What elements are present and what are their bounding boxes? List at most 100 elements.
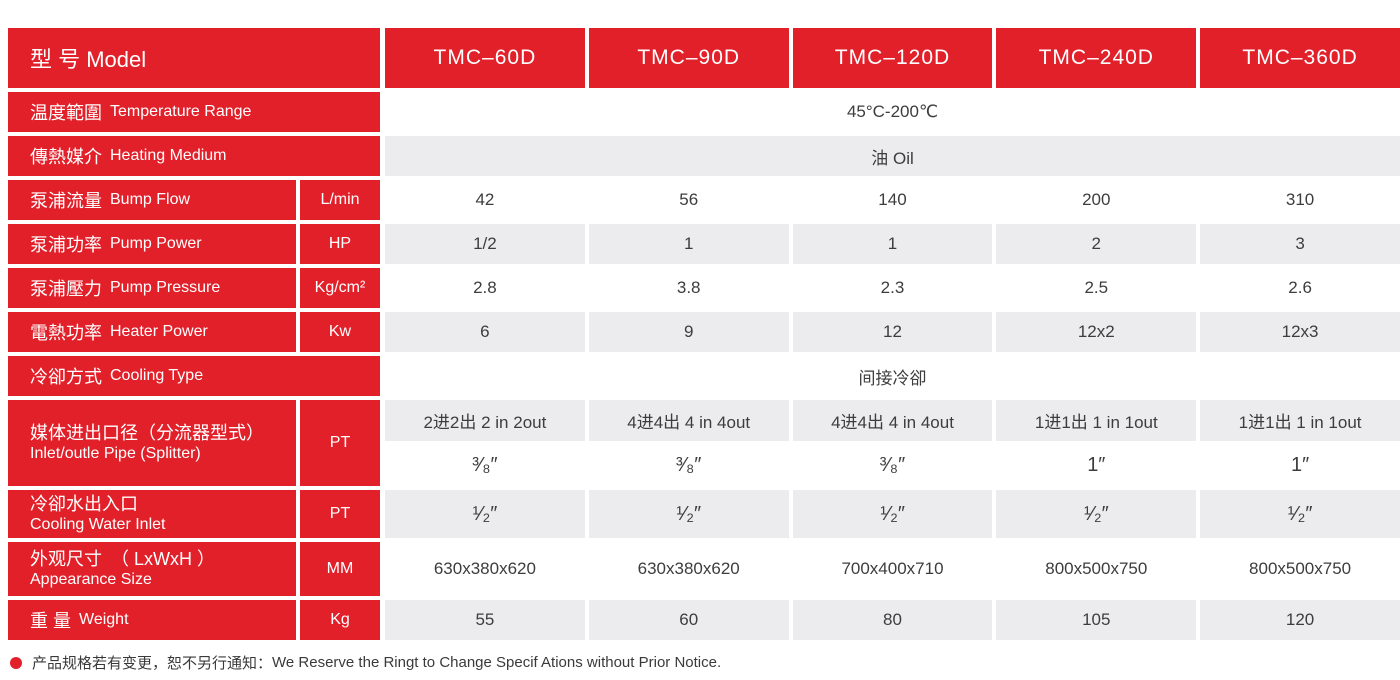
value-cell: 6 <box>385 312 585 352</box>
value-cell: 1″ <box>1087 454 1106 476</box>
value-cell: 200 <box>1082 190 1111 209</box>
unit-cell: Kw <box>300 312 380 352</box>
value-cell: 55 <box>385 600 585 640</box>
value-cell: 3.8 <box>676 278 701 297</box>
value-cell: 4进4出 4 in 4out <box>588 400 789 441</box>
row-cooling-type: 冷卻方式 Cooling Type 间接冷卻 <box>8 356 1400 396</box>
value-cell: 2.3 <box>880 278 905 297</box>
value-cell: ³⁄₈″ <box>676 454 702 476</box>
row-label: 冷卻方式 Cooling Type <box>8 356 380 396</box>
value-cell: ¹⁄₂″ <box>792 490 993 538</box>
row-label-zh: 重 量 <box>30 611 72 631</box>
value-cell: 80 <box>792 600 993 640</box>
row-label-en: Pump Pressure <box>110 279 221 296</box>
value-cell: 310 <box>1285 190 1315 209</box>
row-inlet-pipe: 媒体进出口径（分流器型式） Inlet/outle Pipe (Splitter… <box>8 400 1400 486</box>
footer-note: 产品规格若有变更，恕不另行通知： We Reserve the Ringt to… <box>10 652 721 673</box>
model-column-header: TMC–120D <box>792 28 993 88</box>
value-cell: 42 <box>475 190 495 209</box>
row-label: 傳熱媒介 Heating Medium <box>8 136 380 176</box>
value-cell: 1进1出 1 in 1out <box>996 400 1197 441</box>
spec-table: 型 号 Model TMC–60D TMC–90D TMC–120D TMC–2… <box>8 28 1400 644</box>
value-cell: 630x380x620 <box>637 559 740 578</box>
row-label-en: Inlet/outle Pipe (Splitter) <box>30 445 201 463</box>
row-label: 温度範圍 Temperature Range <box>8 92 380 132</box>
model-columns: TMC–60D TMC–90D TMC–120D TMC–240D TMC–36… <box>385 28 1400 88</box>
row-label-zh: 冷卻方式 <box>30 367 102 387</box>
value-cell: 4进4出 4 in 4out <box>792 400 993 441</box>
value-cell: 1 <box>588 224 789 264</box>
unit-cell: PT <box>300 490 380 538</box>
value-cell: ¹⁄₂″ <box>588 490 789 538</box>
row-label-en: Cooling Water Inlet <box>30 516 166 534</box>
unit-cell: L/min <box>300 180 380 220</box>
row-label-zh: 泵浦功率 <box>30 235 102 255</box>
value-cell: 1进1出 1 in 1out <box>1200 400 1400 441</box>
footer-note-zh: 产品规格若有变更，恕不另行通知： <box>32 655 273 672</box>
row-label-zh: 電熱功率 <box>30 323 102 343</box>
row-label: 泵浦流量 Bump Flow <box>8 180 296 220</box>
model-column-header: TMC–240D <box>996 28 1197 88</box>
row-cooling-water: 冷卻水出入口 Cooling Water Inlet PT ¹⁄₂″ ¹⁄₂″ … <box>8 490 1400 538</box>
unit-cell: MM <box>300 542 380 596</box>
value-cell: 1/2 <box>385 224 585 264</box>
row-label-zh: 傳熱媒介 <box>30 147 102 167</box>
value-cell: ¹⁄₂″ <box>996 490 1197 538</box>
row-label: 泵浦壓力 Pump Pressure <box>8 268 296 308</box>
value-cell: 12x3 <box>1200 312 1400 352</box>
row-label-en: Heater Power <box>110 323 208 340</box>
row-label-en: Heating Medium <box>110 147 227 164</box>
row-label-zh: 媒体进出口径（分流器型式） <box>30 422 264 443</box>
footer-note-en: We Reserve the Ringt to Change Specif At… <box>272 654 722 671</box>
row-label: 外观尺寸 （ LxWxH ） Appearance Size <box>8 542 296 596</box>
value-cell: 56 <box>679 190 699 209</box>
value-cell: 12 <box>792 312 993 352</box>
row-label-zh: 温度範圍 <box>30 103 102 123</box>
model-header-cell: 型 号 Model <box>8 28 380 88</box>
unit-cell: PT <box>300 400 380 486</box>
unit-cell: HP <box>300 224 380 264</box>
red-bullet-icon <box>10 656 22 669</box>
row-weight: 重 量 Weight Kg 55 60 80 105 120 <box>8 600 1400 640</box>
value-cell: 1″ <box>1290 454 1310 476</box>
value-cell: 105 <box>996 600 1197 640</box>
value-cell: 60 <box>588 600 789 640</box>
row-pump-power: 泵浦功率 Pump Power HP 1/2 1 1 2 3 <box>8 224 1400 264</box>
value-cell: 3 <box>1200 224 1400 264</box>
value-cell: 2.6 <box>1288 278 1312 297</box>
row-appearance-size: 外观尺寸 （ LxWxH ） Appearance Size MM 630x38… <box>8 542 1400 596</box>
row-label-en: Appearance Size <box>30 571 152 589</box>
model-column-header: TMC–60D <box>385 28 585 88</box>
value-cell: ³⁄₈″ <box>879 454 906 476</box>
value-cell: 9 <box>588 312 789 352</box>
row-label: 泵浦功率 Pump Power <box>8 224 296 264</box>
value-cell: ¹⁄₂″ <box>1200 490 1400 538</box>
value-cell: 800x500x750 <box>1045 559 1148 578</box>
value-cell: 140 <box>878 190 907 209</box>
row-label: 重 量 Weight <box>8 600 296 640</box>
row-pump-pressure: 泵浦壓力 Pump Pressure Kg/cm² 2.8 3.8 2.3 2.… <box>8 268 1400 308</box>
value-cell: ³⁄₈″ <box>472 454 498 476</box>
row-label-en: Bump Flow <box>110 191 191 208</box>
value-cell: 2进2出 2 in 2out <box>385 400 585 441</box>
value-cell: 1 <box>792 224 993 264</box>
value-cell: 2.5 <box>1084 278 1109 297</box>
value-cell: ¹⁄₂″ <box>385 490 585 538</box>
row-label: 電熱功率 Heater Power <box>8 312 296 352</box>
value-cell-span: 45°C-200℃ <box>846 102 939 121</box>
model-column-header: TMC–360D <box>1200 28 1400 88</box>
row-label-en: Weight <box>79 611 129 628</box>
value-cell: 800x500x750 <box>1249 559 1352 578</box>
value-cell: 120 <box>1200 600 1400 640</box>
value-cell: 700x400x710 <box>841 559 944 578</box>
row-label: 冷卻水出入口 Cooling Water Inlet <box>8 490 296 538</box>
row-heater-power: 電熱功率 Heater Power Kw 6 9 12 12x2 12x3 <box>8 312 1400 352</box>
row-temperature-range: 温度範圍 Temperature Range 45°C-200℃ <box>8 92 1400 132</box>
row-label-en: Temperature Range <box>110 103 252 120</box>
unit-cell: Kg/cm² <box>300 268 380 308</box>
row-label-zh: 泵浦流量 <box>30 191 102 211</box>
row-label: 媒体进出口径（分流器型式） Inlet/outle Pipe (Splitter… <box>8 400 296 486</box>
row-label-en: Pump Power <box>110 235 202 252</box>
row-label-zh: 冷卻水出入口 <box>30 493 138 514</box>
model-column-header: TMC–90D <box>588 28 789 88</box>
